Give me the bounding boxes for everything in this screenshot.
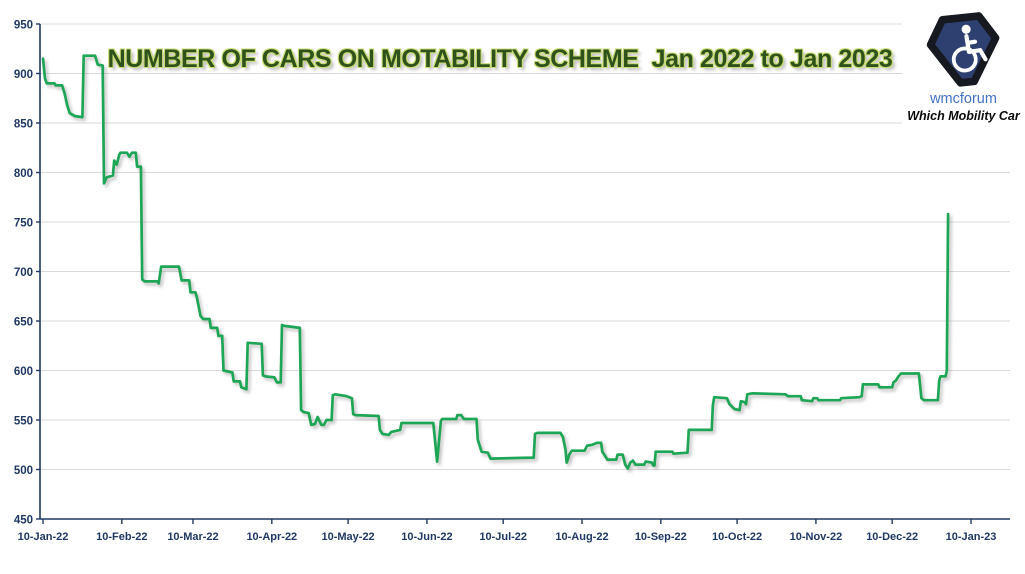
x-axis-tick-label: 10-Jul-22 [479,531,527,543]
x-axis-tick-label: 10-Feb-22 [96,531,147,543]
y-axis-tick-label: 700 [14,267,33,279]
gridlines [40,23,1010,470]
x-axis-tick-label: 10-Nov-22 [790,531,843,543]
y-axis-tick-label: 450 [14,515,33,527]
forum-tagline: Which Mobility Car [907,108,1020,123]
y-axis-tick-label: 550 [14,416,33,428]
x-axis-tick-label: 10-May-22 [321,531,374,543]
data-line [41,54,950,470]
axes [36,23,1010,524]
y-axis-tick-label: 650 [14,317,33,329]
y-axis-tick-label: 600 [14,366,33,378]
wmc-badge [926,12,999,87]
wmcforum-logo: wmcforum Which Mobility Car [902,0,1025,138]
data-series [41,54,950,470]
y-axis-tick-label: 500 [14,465,33,477]
wheelchair-icon [951,24,988,73]
y-axis-tick-label: 900 [14,69,33,81]
x-axis-tick-label: 10-Oct-22 [712,531,762,543]
x-axis-tick-label: 10-Jan-23 [946,531,997,543]
x-axis-tick-label: 10-Aug-22 [555,531,608,543]
forum-name: wmcforum [930,91,997,107]
y-axis-tick-label: 950 [14,20,33,32]
y-axis-tick-label: 750 [14,218,33,230]
x-axis-tick-label: 10-Dec-22 [866,531,918,543]
x-axis-tick-label: 10-Apr-22 [246,531,297,543]
x-axis-tick-label: 10-Sep-22 [635,531,687,543]
x-axis-tick-label: 10-Jan-22 [18,531,69,543]
y-axis-tick-label: 850 [14,119,33,131]
axis-labels: 450 500 550 600 650 700 750 800 850 900 950 10-Jan-… [14,20,997,544]
chart-title: NUMBER OF CARS ON MOTABILITY SCHEME Jan … [107,45,893,73]
y-axis-tick-label: 800 [14,168,33,180]
x-axis-tick-label: 10-Jun-22 [401,531,452,543]
x-axis-tick-label: 10-Mar-22 [167,531,218,543]
